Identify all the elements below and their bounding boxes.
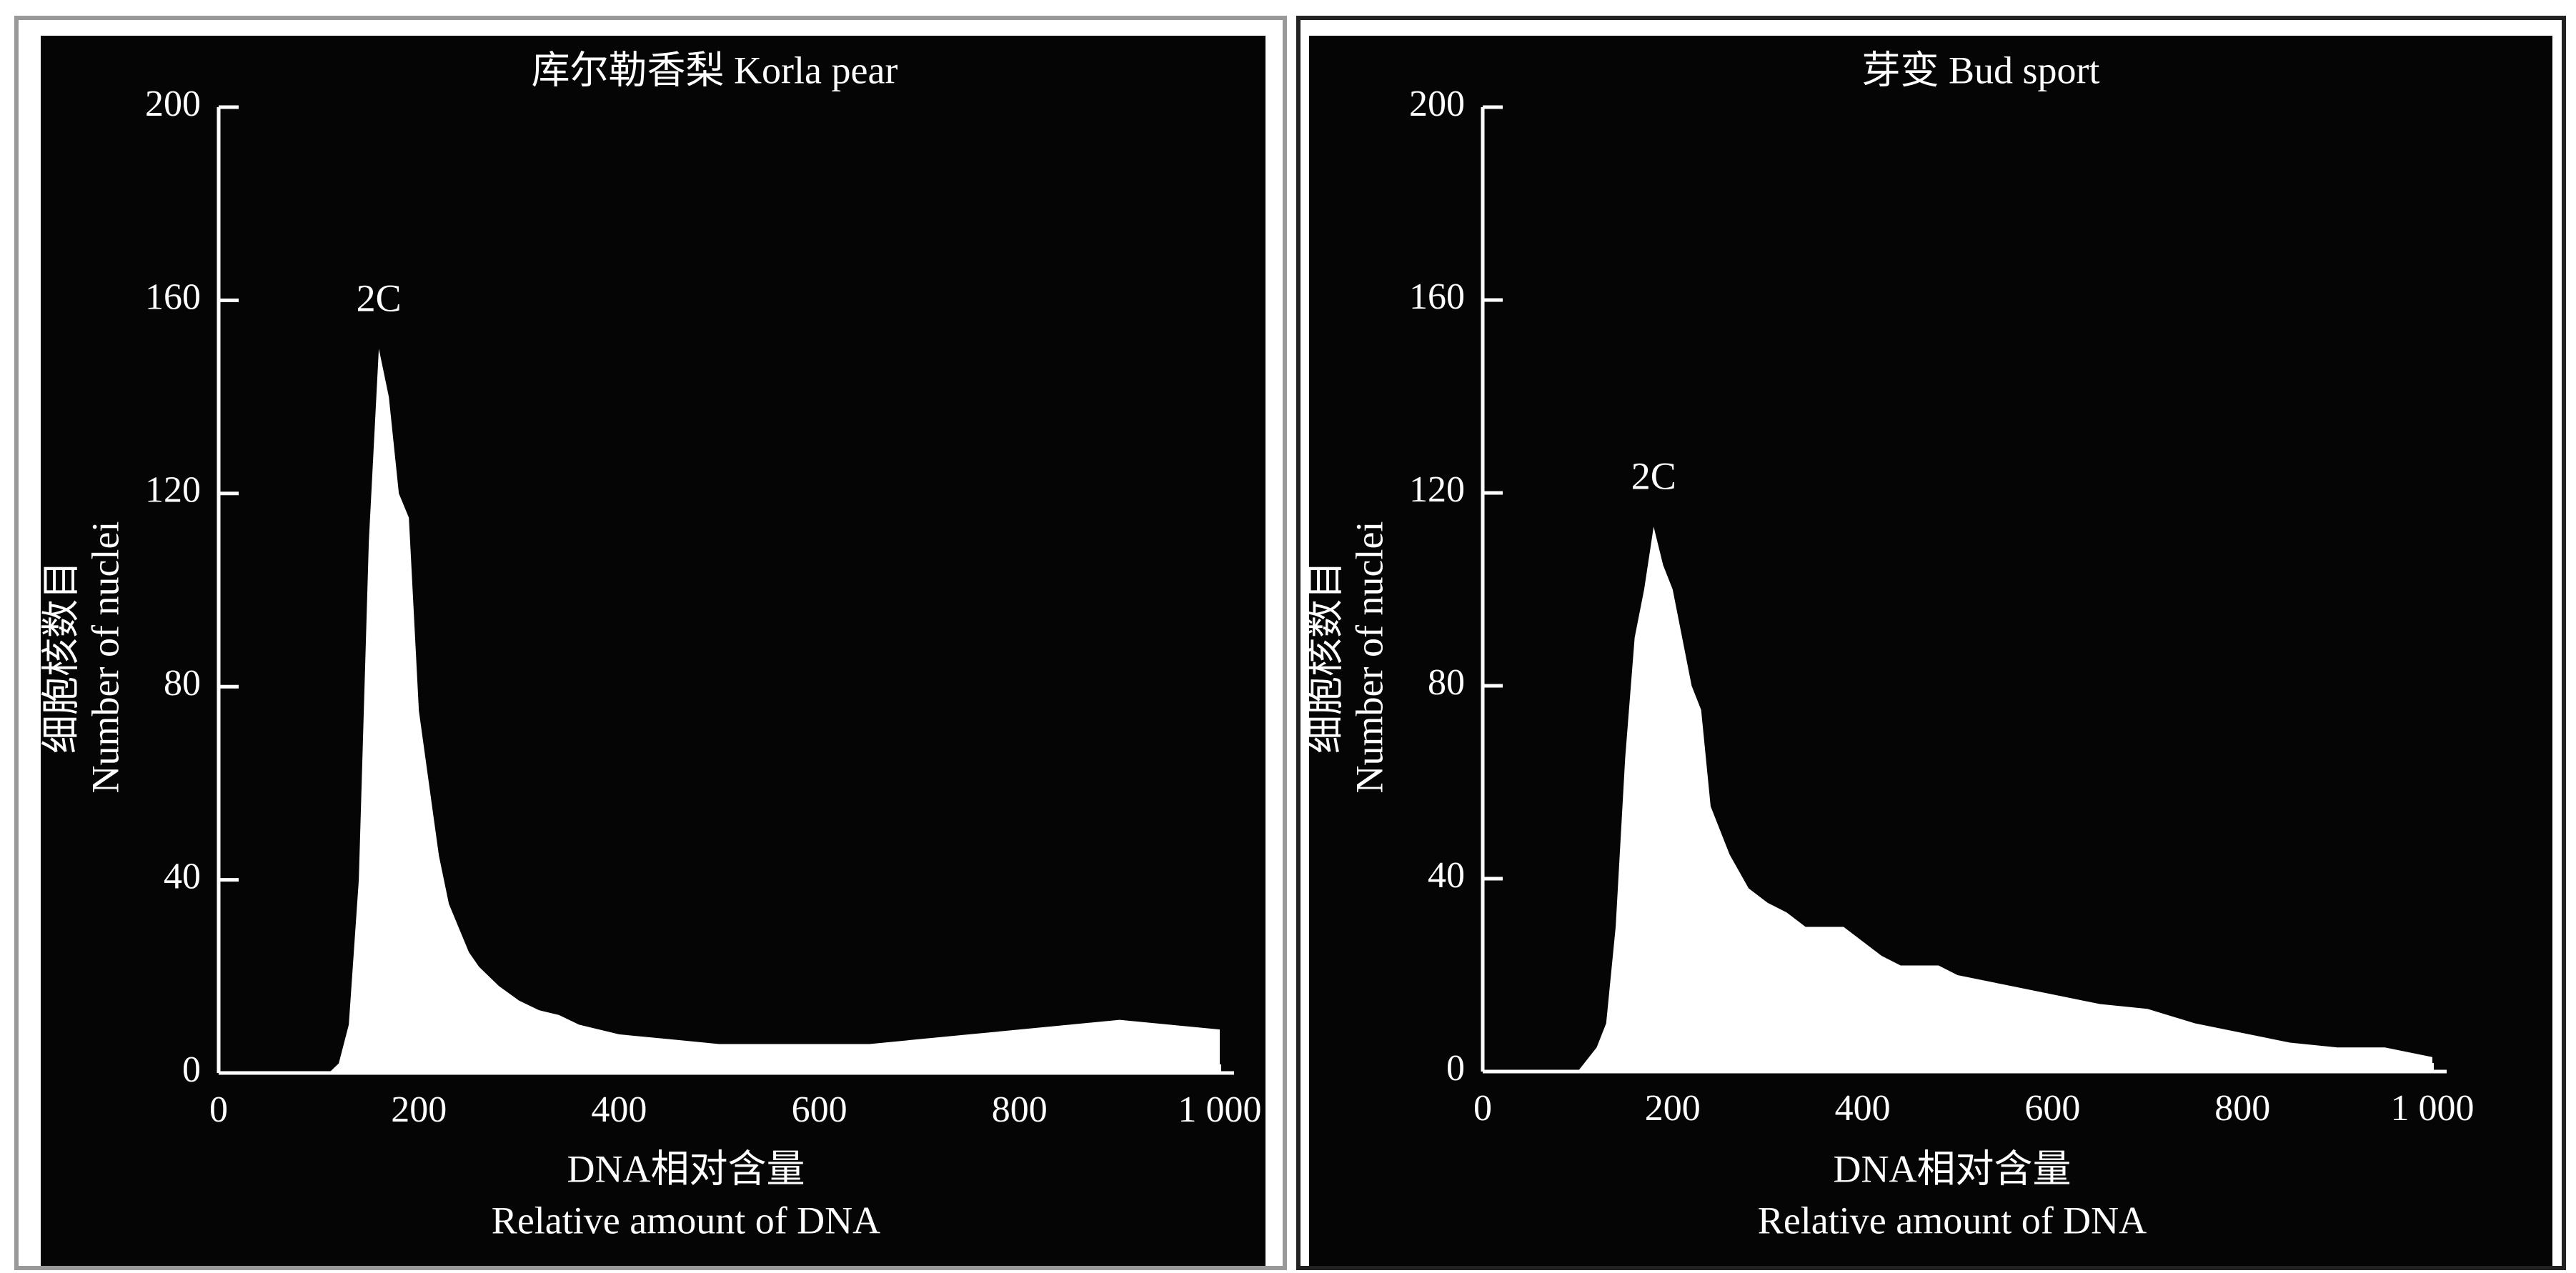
x-tick-label: 800 — [992, 1089, 1048, 1130]
x-tick-label: 600 — [792, 1089, 847, 1130]
y-tick-label: 120 — [1409, 469, 1465, 510]
y-tick-label: 160 — [1409, 276, 1465, 317]
histogram-area — [1483, 526, 2432, 1072]
x-tick-label: 400 — [591, 1089, 647, 1130]
x-axis-label: Relative amount of DNA — [492, 1199, 880, 1242]
y-tick-label: 200 — [145, 84, 201, 124]
y-tick-label: 200 — [1409, 84, 1465, 124]
x-tick-label: 200 — [1645, 1088, 1701, 1129]
x-axis-label: DNA相对含量 — [567, 1147, 805, 1190]
y-tick-label: 0 — [182, 1049, 201, 1090]
panel — [41, 36, 1265, 1266]
y-tick-label: 0 — [1446, 1048, 1465, 1089]
x-tick-label: 1 000 — [1178, 1089, 1262, 1130]
chart-title: 芽变 Bud sport — [1861, 49, 2099, 91]
y-axis-label: 细胞核数目 — [1303, 561, 1346, 754]
x-axis-label: Relative amount of DNA — [1758, 1199, 2147, 1242]
x-tick-label: 1 000 — [2391, 1088, 2475, 1129]
x-axis-label: DNA相对含量 — [1834, 1147, 2072, 1190]
y-tick-label: 40 — [164, 857, 201, 897]
peak-annotation: 2C — [357, 276, 402, 319]
y-tick-label: 40 — [1428, 855, 1465, 896]
x-tick-label: 200 — [391, 1089, 447, 1130]
panel — [1309, 36, 2552, 1266]
peak-annotation: 2C — [1631, 455, 1676, 498]
histogram-area — [219, 349, 1220, 1073]
y-tick-label: 160 — [145, 276, 201, 317]
y-axis-label: 细胞核数目 — [39, 561, 82, 754]
x-tick-label: 0 — [209, 1089, 228, 1130]
x-tick-label: 800 — [2214, 1088, 2270, 1129]
x-tick-label: 600 — [2024, 1088, 2080, 1129]
y-tick-label: 80 — [1428, 662, 1465, 703]
chart-title: 库尔勒香梨 Korla pear — [532, 49, 898, 91]
y-axis-label: Number of nuclei — [84, 521, 126, 794]
x-tick-label: 400 — [1835, 1088, 1891, 1129]
y-tick-label: 120 — [145, 470, 201, 511]
y-tick-label: 80 — [164, 663, 201, 704]
y-axis-label: Number of nuclei — [1348, 521, 1391, 794]
x-tick-label: 0 — [1473, 1088, 1492, 1129]
